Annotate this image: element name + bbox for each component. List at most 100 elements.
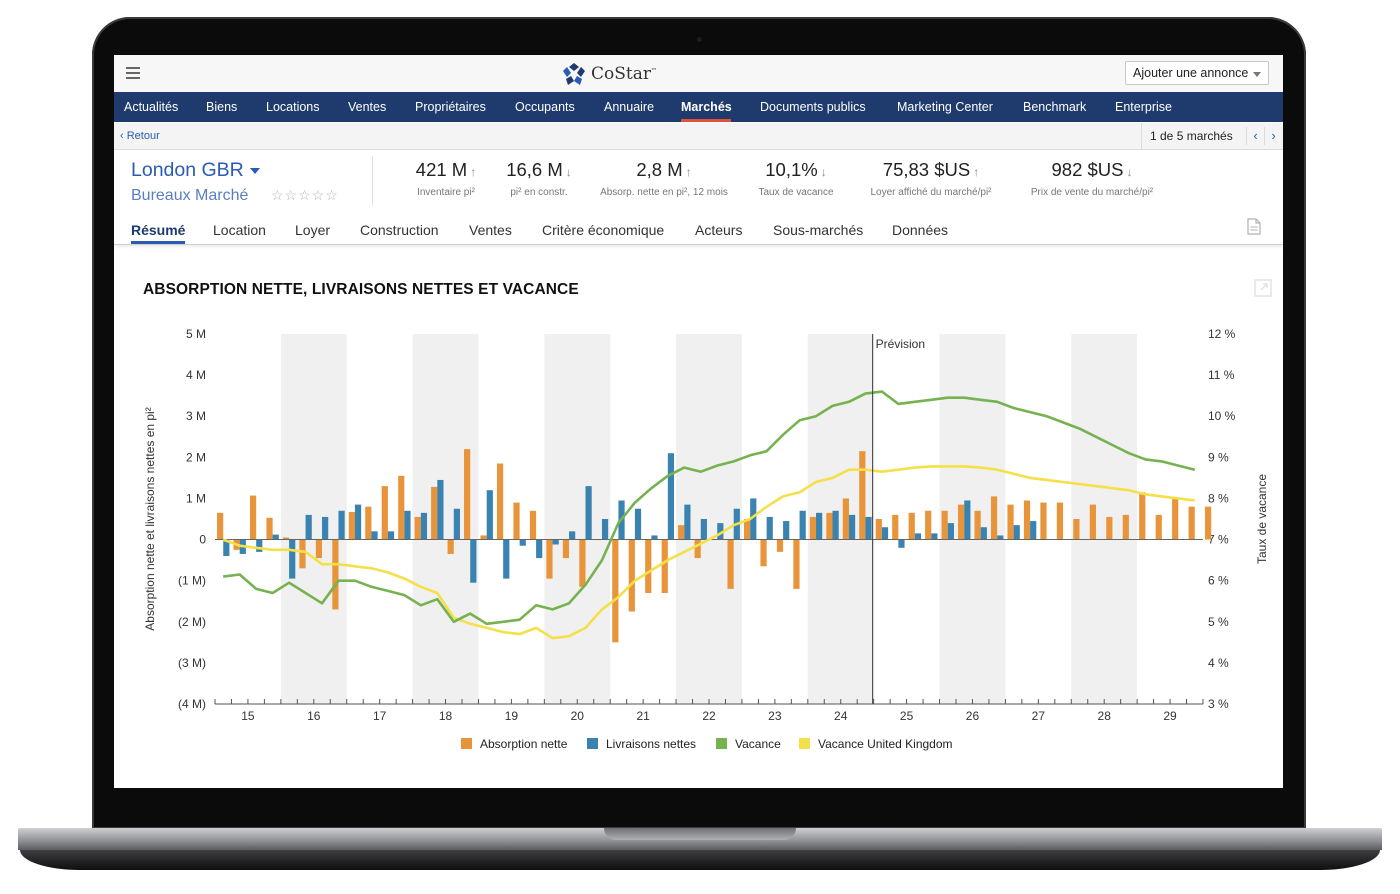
bar-deliveries: [453, 508, 460, 540]
bar-absorption: [612, 539, 619, 643]
tab-resume[interactable]: Résumé: [131, 222, 186, 238]
bar-deliveries: [1013, 525, 1020, 540]
nav-item-annuaire[interactable]: Annuaire: [604, 100, 655, 114]
nav-item-actualites[interactable]: Actualités: [124, 100, 179, 114]
legend-swatch: [461, 738, 472, 749]
bar-deliveries: [322, 516, 329, 540]
x-tick-label: 16: [307, 709, 321, 723]
bar-deliveries: [585, 486, 592, 540]
back-link[interactable]: ‹ Retour: [120, 130, 160, 142]
bar-absorption: [990, 496, 998, 540]
bar-deliveries: [898, 539, 905, 548]
y-tick-label-left: 5 M: [186, 327, 206, 341]
x-tick-label: 23: [768, 709, 782, 723]
tab-critere-economique[interactable]: Critère économique: [542, 222, 665, 238]
y-tick-label-left: 2 M: [186, 450, 206, 464]
y-axis-title-left: Absorption nette et livraisons nettes en…: [143, 407, 157, 630]
bar-deliveries: [519, 539, 526, 546]
brand-name: CoStar™: [591, 64, 657, 84]
tab-sous-marches[interactable]: Sous-marchés: [773, 222, 864, 238]
star-rating[interactable]: ☆☆☆☆☆: [271, 187, 339, 203]
bar-absorption: [348, 512, 355, 540]
tab-construction[interactable]: Construction: [360, 222, 439, 238]
bar-absorption: [628, 539, 635, 612]
y-tick-label-left: (4 M): [178, 697, 206, 711]
line-vacancy-uk: [222, 465, 1195, 640]
nav-item-marches[interactable]: Marchés: [681, 100, 732, 114]
arrow-down-icon: ↓: [565, 165, 572, 179]
bar-absorption: [282, 537, 290, 540]
bar-absorption: [1056, 502, 1064, 540]
bar-absorption: [381, 486, 388, 540]
chevron-left-icon[interactable]: ‹: [1246, 127, 1264, 145]
absorption-vacancy-chart: 5 M 4 M 3 M 2 M 1 M 0 (1 M) (2 M) (3 M) (4 M) 12 %…: [143, 327, 1269, 751]
nav-item-documents-publics[interactable]: Documents publics: [760, 100, 866, 114]
y-tick-label-left: (1 M): [178, 574, 206, 588]
market-name-dropdown[interactable]: London GBR: [131, 159, 260, 182]
year-band: [544, 334, 611, 704]
bar-absorption: [661, 539, 668, 593]
bar-absorption: [1188, 506, 1195, 540]
bar-absorption: [431, 486, 438, 540]
bar-absorption: [414, 516, 421, 540]
bar-deliveries: [684, 504, 691, 540]
tab-loyer[interactable]: Loyer: [295, 222, 331, 238]
nav-item-enterprise[interactable]: Enterprise: [1115, 100, 1172, 114]
bar-absorption: [315, 539, 323, 559]
market-header: London GBR Bureaux Marché ☆☆☆☆☆ 421 M ↑ I…: [114, 150, 1283, 213]
bar-deliveries: [700, 519, 707, 540]
section-tabs: Résumé Location Loyer Construction Vente…: [114, 212, 1283, 245]
bar-deliveries: [799, 510, 806, 540]
bar-deliveries: [272, 534, 279, 540]
chevron-right-icon[interactable]: ›: [1264, 127, 1282, 145]
expand-icon[interactable]: [1254, 279, 1272, 297]
tab-ventes[interactable]: Ventes: [469, 222, 512, 238]
bar-absorption: [776, 539, 784, 552]
bar-absorption: [464, 449, 471, 540]
y-tick-label-right: 12 %: [1208, 327, 1236, 341]
x-tick-label: 17: [373, 709, 387, 723]
y-tick-label-right: 7 %: [1208, 533, 1229, 547]
tab-location[interactable]: Location: [213, 222, 266, 238]
bar-absorption: [1089, 504, 1096, 540]
bar-absorption: [447, 539, 454, 554]
metric-sale-price: 982 $US ↓ Prix de vente du marché/pi²: [1030, 159, 1154, 198]
add-listing-dropdown[interactable]: Ajouter une annonce: [1125, 61, 1269, 85]
bar-deliveries: [437, 479, 444, 540]
tab-acteurs[interactable]: Acteurs: [695, 222, 743, 238]
forecast-label: Prévision: [876, 337, 925, 351]
nav-item-proprietaires[interactable]: Propriétaires: [415, 100, 486, 114]
bar-deliveries: [486, 490, 493, 540]
nav-item-occupants[interactable]: Occupants: [515, 100, 575, 114]
bar-deliveries: [601, 519, 609, 540]
x-tick-label: 27: [1032, 709, 1046, 723]
bar-deliveries: [536, 539, 543, 559]
bar-deliveries: [256, 539, 263, 552]
bar-deliveries: [931, 533, 938, 540]
costar-logo[interactable]: CoStar™: [562, 62, 657, 86]
document-icon[interactable]: [1247, 218, 1261, 235]
bar-absorption: [941, 510, 948, 540]
nav-item-benchmark[interactable]: Benchmark: [1023, 100, 1087, 114]
bar-absorption: [1073, 519, 1080, 540]
bar-deliveries: [783, 521, 790, 540]
legend-label: Vacance: [735, 737, 781, 751]
caret-down-icon: [249, 167, 260, 174]
x-tick-label: 25: [900, 709, 914, 723]
bar-deliveries: [552, 539, 559, 545]
nav-item-biens[interactable]: Biens: [206, 100, 238, 114]
bar-absorption: [579, 539, 586, 587]
legend-swatch: [799, 738, 810, 749]
bar-absorption: [299, 539, 306, 569]
bar-absorption: [1023, 500, 1031, 540]
x-tick-label: 21: [636, 709, 650, 723]
nav-item-ventes[interactable]: Ventes: [348, 100, 387, 114]
nav-item-marketing-center[interactable]: Marketing Center: [897, 100, 993, 114]
bar-deliveries: [964, 500, 971, 540]
hamburger-icon[interactable]: [126, 67, 140, 79]
x-tick-label: 22: [702, 709, 716, 723]
y-tick-label-right: 5 %: [1208, 615, 1229, 629]
nav-item-locations[interactable]: Locations: [266, 100, 320, 114]
tab-donnees[interactable]: Données: [892, 222, 949, 238]
bar-deliveries: [387, 531, 395, 540]
